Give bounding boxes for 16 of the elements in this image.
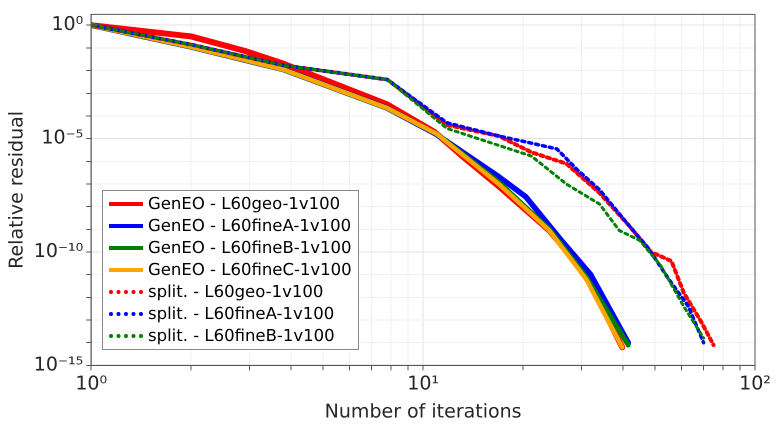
y-tick-label: 10⁻¹⁵ bbox=[34, 353, 84, 376]
x-tick-label: 10² bbox=[739, 372, 771, 395]
legend-label: split. - L60geo-1v100 bbox=[148, 281, 324, 303]
y-tick-label: 10⁻⁵ bbox=[41, 126, 84, 149]
legend-label: split. - L60fineA-1v100 bbox=[148, 303, 334, 325]
legend-label: GenEO - L60fineB-1v100 bbox=[148, 237, 352, 259]
legend-label: GenEO - L60fineC-1v100 bbox=[148, 259, 352, 281]
x-axis-title: Number of iterations bbox=[324, 400, 522, 423]
y-axis-title: Relative residual bbox=[5, 110, 28, 269]
x-tick-label: 10¹ bbox=[407, 372, 440, 395]
legend-label: split. - L60fineB-1v100 bbox=[148, 325, 335, 347]
legend-label: GenEO - L60geo-1v100 bbox=[148, 193, 340, 215]
legend-label: GenEO - L60fineA-1v100 bbox=[148, 215, 352, 237]
x-tick-label: 10⁰ bbox=[75, 372, 108, 395]
y-tick-label: 10⁻¹⁰ bbox=[34, 240, 84, 262]
y-tick-label: 10⁰ bbox=[51, 13, 84, 36]
